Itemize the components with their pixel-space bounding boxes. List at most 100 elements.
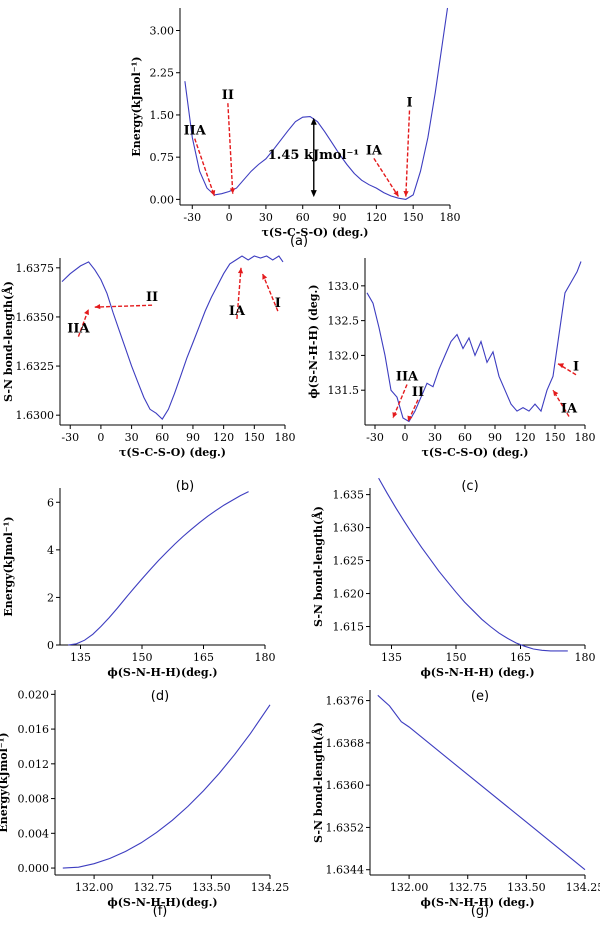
panel-b: -30 0 30 60 90 120 150 180 1.6300 1.6325 1.6350 1.6… xyxy=(1,255,296,494)
x-tick-label: 180 xyxy=(575,431,596,444)
annotation-arrow xyxy=(392,384,408,419)
x-axis-title: ϕ(S-N-H-H)(deg.) xyxy=(107,896,217,909)
annotation-arrow xyxy=(236,267,242,320)
x-tick-label: 135 xyxy=(70,651,91,664)
x-tick-label: 165 xyxy=(510,651,531,664)
x-axis-title: ϕ(S-N-H-H) (deg.) xyxy=(420,666,534,679)
x-tick-label: 133.50 xyxy=(507,881,546,894)
x-tick-label: 60 xyxy=(458,431,472,444)
annotation-arrowhead xyxy=(237,267,244,274)
panel-e: 135 150 165 180 1.615 1.620 1.625 1.630 1.635 ϕ(S… xyxy=(311,477,596,704)
annotation-arrowhead xyxy=(553,390,559,397)
annotation-label: IA xyxy=(561,401,578,416)
y-tick-label: 0.016 xyxy=(18,723,50,736)
series-line xyxy=(378,477,568,652)
x-tick-label: 30 xyxy=(428,431,442,444)
annotation-arrowhead xyxy=(407,415,413,422)
barrier-arrowhead-bottom xyxy=(310,190,317,198)
annotation-label: IA xyxy=(366,143,383,158)
y-tick-label: 1.625 xyxy=(333,555,365,568)
y-tick-label: 132.5 xyxy=(328,315,360,328)
x-tick-label: 30 xyxy=(259,211,273,224)
panel-caption: (b) xyxy=(176,479,194,494)
y-tick-label: 2.25 xyxy=(150,67,175,80)
x-tick-label: 0 xyxy=(226,211,233,224)
x-tick-label: -30 xyxy=(366,431,384,444)
x-tick-label: 134.25 xyxy=(251,881,290,894)
annotation-label: I xyxy=(275,296,281,311)
annotation-label: II xyxy=(146,290,158,305)
y-tick-label: 1.6376 xyxy=(326,695,365,708)
y-axis-title: S-N bond-length(Å) xyxy=(311,722,325,843)
y-tick-label: 0.00 xyxy=(150,193,175,206)
annotation-arrowhead xyxy=(403,191,409,197)
x-tick-label: 150 xyxy=(446,651,467,664)
annotation-arrow xyxy=(405,110,411,197)
annotation-arrow xyxy=(557,363,577,376)
x-tick-label: 135 xyxy=(381,651,402,664)
y-tick-label: 6 xyxy=(47,496,54,509)
annotation-arrow xyxy=(94,304,153,308)
x-tick-label: 180 xyxy=(255,651,276,664)
y-axis-title: Energy(kJmol⁻¹) xyxy=(0,732,10,832)
x-tick-label: 60 xyxy=(296,211,310,224)
x-tick-label: 150 xyxy=(545,431,566,444)
annotation-arrowhead xyxy=(393,190,399,197)
annotation-label: I xyxy=(573,360,579,375)
annotation-label: II xyxy=(412,385,424,400)
y-tick-label: 2 xyxy=(47,591,54,604)
panel-f: 132.00 132.75 133.50 134.25 0.000 0.004 0.008 0… xyxy=(0,688,289,919)
x-tick-label: 90 xyxy=(333,211,347,224)
y-tick-label: 1.50 xyxy=(150,109,175,122)
y-tick-label: 1.6325 xyxy=(16,360,55,373)
x-tick-label: 60 xyxy=(155,431,169,444)
series-line xyxy=(68,491,249,646)
panel-caption: (c) xyxy=(461,479,478,494)
y-tick-label: 1.6300 xyxy=(16,409,55,422)
x-tick-label: -30 xyxy=(183,211,201,224)
panel-c: -30 0 30 60 90 120 150 180 131.5 132.0 132.5 133.0 τ… xyxy=(307,258,596,494)
annotation-arrowhead xyxy=(84,309,89,316)
x-tick-label: 120 xyxy=(213,431,234,444)
y-tick-label: 131.5 xyxy=(328,384,360,397)
x-tick-label: 150 xyxy=(132,651,153,664)
series-line xyxy=(377,694,586,871)
y-tick-label: 1.6375 xyxy=(16,262,55,275)
x-tick-label: 0 xyxy=(402,431,409,444)
y-tick-label: 0 xyxy=(47,639,54,652)
y-tick-label: 4 xyxy=(47,544,54,557)
x-tick-label: 134.25 xyxy=(566,881,600,894)
y-tick-label: 1.6344 xyxy=(326,864,365,877)
x-tick-label: 120 xyxy=(515,431,536,444)
x-tick-label: 0 xyxy=(97,431,104,444)
annotation-label: IIA xyxy=(67,322,90,337)
y-tick-label: 1.6352 xyxy=(326,821,365,834)
x-tick-label: 132.00 xyxy=(390,881,429,894)
y-axis-title: S-N bond-length(Å) xyxy=(311,506,325,627)
annotation-arrow xyxy=(373,157,400,197)
y-tick-label: 133.0 xyxy=(328,280,360,293)
x-tick-label: 120 xyxy=(366,211,387,224)
y-tick-label: 3.00 xyxy=(150,25,175,38)
barrier-arrowhead-top xyxy=(310,117,317,125)
y-tick-label: 1.6368 xyxy=(326,737,365,750)
annotation-label: IIA xyxy=(184,124,207,139)
panel-caption: (a) xyxy=(290,234,308,249)
panel-g: 132.00 132.75 133.50 134.25 1.6344 1.6352 1.63… xyxy=(311,690,600,919)
x-axis-title: ϕ(S-N-H-H) (deg.) xyxy=(420,896,534,909)
annotation-label: II xyxy=(222,88,234,103)
y-axis-title: Energy(kJmol⁻¹) xyxy=(130,56,143,156)
annotation-arrowhead xyxy=(94,303,101,310)
annotation-arrow xyxy=(194,138,216,197)
y-tick-label: 1.635 xyxy=(333,489,365,502)
x-tick-label: 90 xyxy=(186,431,200,444)
x-axis-title: τ(S-C-S-O) (deg.) xyxy=(422,446,529,459)
y-tick-label: 1.615 xyxy=(333,621,365,634)
panel-caption: (f) xyxy=(153,904,168,919)
series-line xyxy=(366,261,582,423)
x-tick-label: 180 xyxy=(275,431,296,444)
annotation-arrow xyxy=(227,103,234,194)
barrier-label: 1.45 kJmol⁻¹ xyxy=(268,148,359,163)
panel-a: -30 0 30 60 90 120 150 180 0.00 0.75 1.50 2.25 3.00 τ… xyxy=(130,7,461,249)
